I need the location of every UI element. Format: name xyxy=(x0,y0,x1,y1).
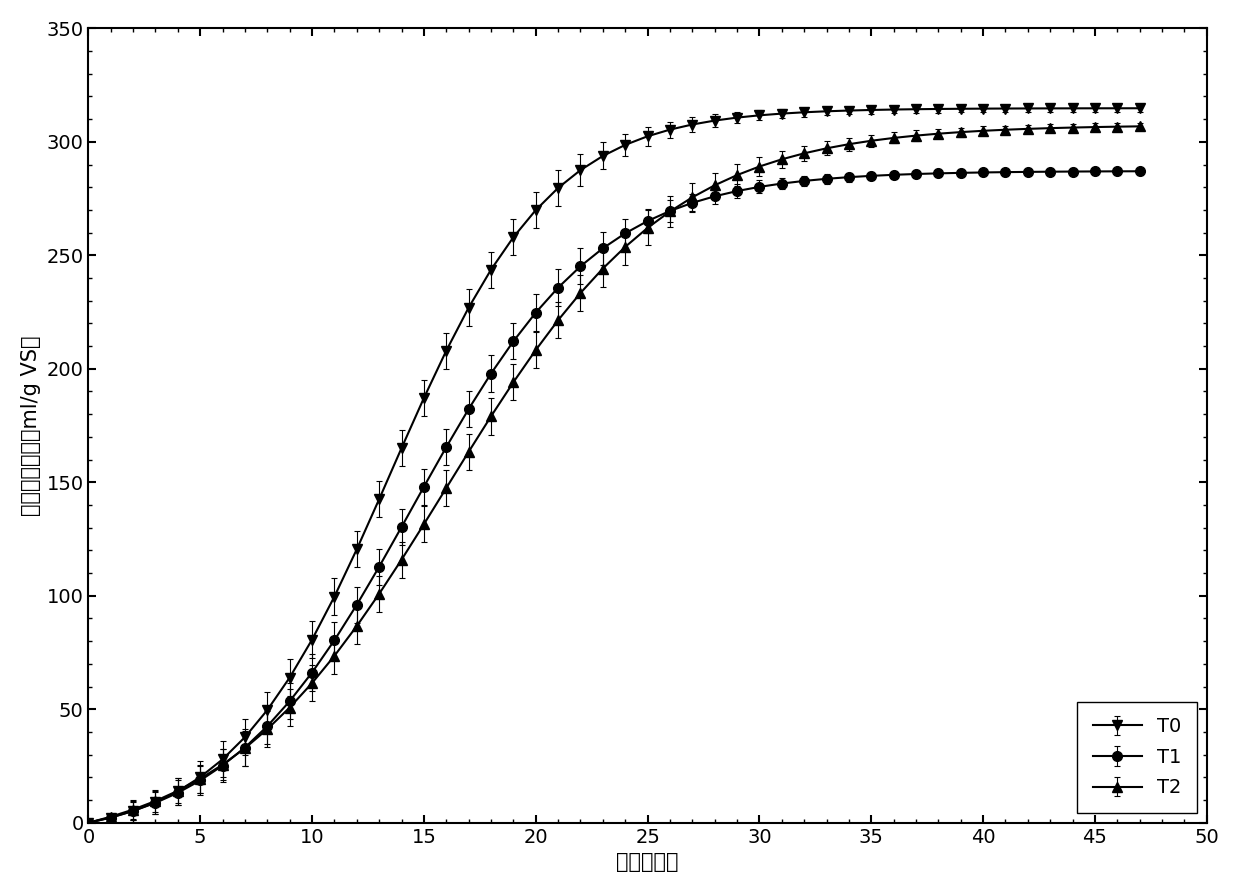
Y-axis label: 累积甲烷产量（ml/g VS）: 累积甲烷产量（ml/g VS） xyxy=(21,335,41,516)
Legend: T0, T1, T2: T0, T1, T2 xyxy=(1078,702,1197,813)
X-axis label: 时间（天）: 时间（天） xyxy=(616,852,678,872)
